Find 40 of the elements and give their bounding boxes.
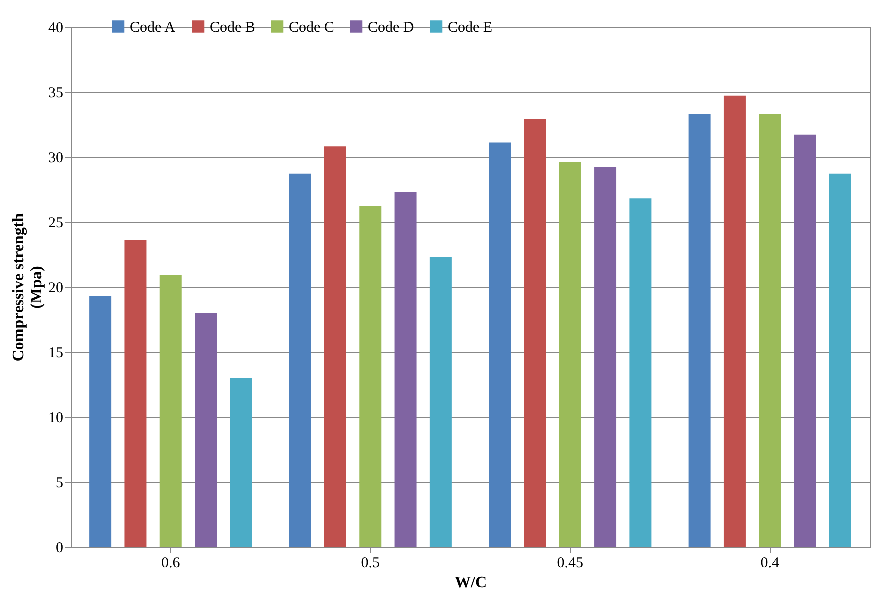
- bar: [524, 119, 546, 547]
- y-tick-label: 0: [56, 540, 64, 556]
- bar: [324, 146, 346, 547]
- x-tick-label: 0.4: [760, 556, 780, 572]
- bar: [688, 114, 711, 547]
- bar: [289, 174, 312, 547]
- y-tick-label: 30: [48, 150, 64, 166]
- y-tick-label: 25: [48, 216, 64, 232]
- bar: [124, 240, 147, 547]
- bar: [829, 174, 852, 547]
- bar: [559, 162, 582, 547]
- y-axis-title: Compressive strength (Mpa): [10, 213, 46, 362]
- legend-label: Code A: [130, 20, 176, 36]
- bar: [90, 296, 112, 547]
- bar: [724, 96, 746, 547]
- legend-label: Code D: [368, 20, 414, 36]
- bar: [489, 142, 512, 547]
- y-tick-label: 5: [56, 476, 64, 492]
- bar: [160, 275, 182, 547]
- x-tick-label: 0.5: [361, 556, 380, 572]
- bar: [360, 206, 382, 547]
- x-axis-title: W/C: [455, 574, 487, 592]
- legend-label: Code C: [289, 20, 334, 36]
- bar: [594, 167, 617, 547]
- x-tick-label: 0.45: [557, 556, 584, 572]
- bar: [630, 198, 652, 547]
- legend-label: Code B: [210, 20, 256, 36]
- y-tick-label: 35: [48, 86, 64, 102]
- y-tick-label: 40: [48, 20, 64, 36]
- y-tick-label: 15: [48, 346, 64, 362]
- bar: [430, 257, 452, 547]
- bar: [794, 134, 816, 547]
- legend-label: Code E: [448, 20, 493, 36]
- y-tick-label: 20: [48, 280, 64, 296]
- bar: [230, 378, 252, 547]
- x-tick-label: 0.6: [162, 556, 181, 572]
- bar: [195, 313, 218, 547]
- bar: [759, 114, 782, 547]
- y-tick-label: 10: [48, 410, 64, 426]
- bar: [394, 192, 417, 547]
